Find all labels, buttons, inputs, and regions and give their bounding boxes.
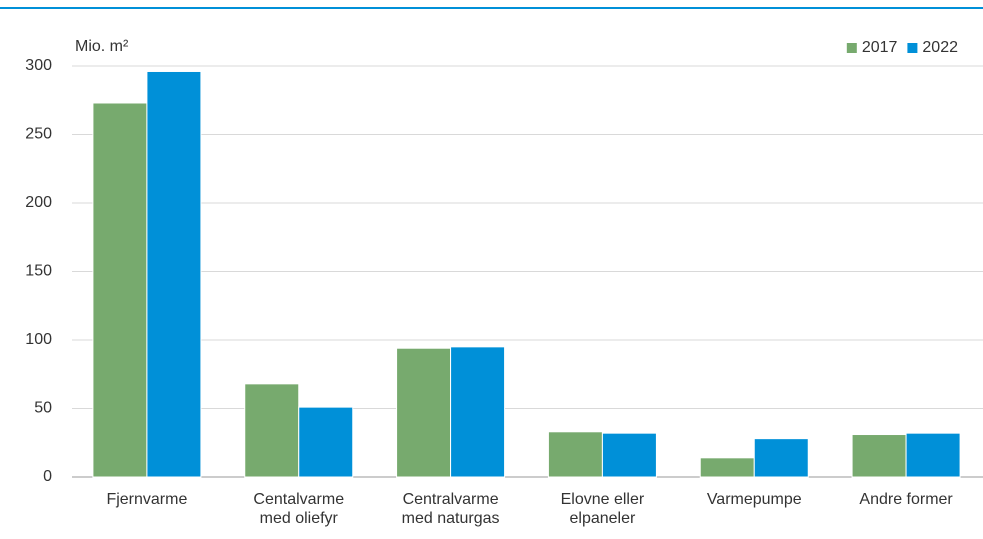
bar (699, 457, 755, 478)
x-tick-label: Centralvarme med naturgas (401, 491, 500, 527)
x-tick-label: Centalvarme med oliefyr (253, 491, 345, 527)
bar (298, 406, 354, 478)
x-tick-label: Elovne eller elpaneler (560, 491, 645, 527)
y-tick-label: 150 (25, 263, 52, 280)
legend-label: 2022 (922, 39, 958, 56)
x-tick-label: Andre former (859, 491, 953, 508)
bar (753, 438, 809, 478)
bar (450, 346, 506, 478)
x-tick-label: Varmepumpe (706, 491, 802, 508)
bar (851, 434, 907, 478)
x-tick-label: Fjernvarme (106, 491, 188, 508)
legend-label: 2017 (862, 39, 898, 56)
bar (905, 432, 961, 478)
legend-swatch (907, 43, 918, 53)
bar (146, 70, 202, 478)
y-axis-label: Mio. m² (75, 38, 129, 55)
bar (601, 432, 657, 478)
bar (396, 347, 452, 478)
y-tick-label: 50 (34, 400, 52, 417)
y-tick-label: 300 (25, 57, 52, 74)
y-tick-label: 200 (25, 194, 52, 211)
legend-swatch (846, 43, 857, 53)
bar (244, 383, 300, 478)
y-tick-label: 0 (43, 468, 52, 485)
bar (92, 102, 148, 478)
y-tick-label: 100 (25, 331, 52, 348)
bar (547, 431, 603, 478)
y-tick-label: 250 (25, 126, 52, 143)
